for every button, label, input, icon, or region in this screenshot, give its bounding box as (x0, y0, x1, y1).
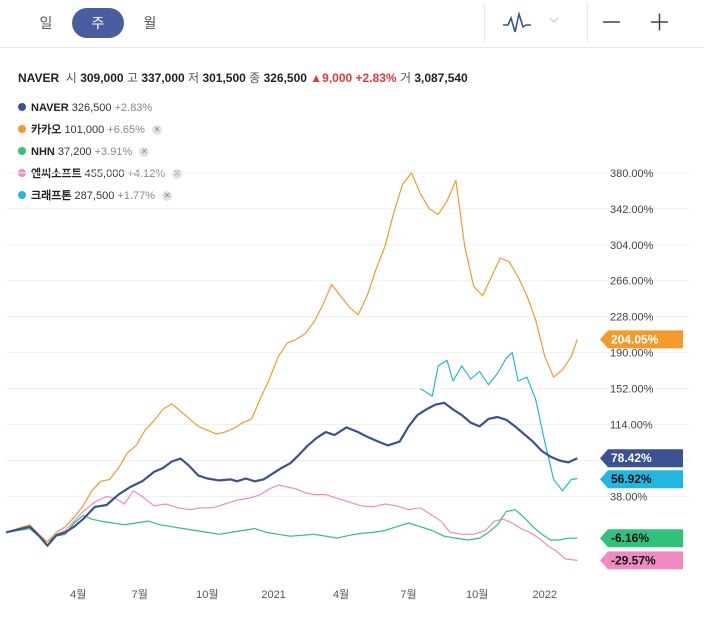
legend-dot (18, 169, 26, 177)
last-value-tag-bg (600, 330, 683, 349)
remove-series-icon[interactable]: ✕ (162, 191, 173, 201)
last-value-label: 204.05% (611, 332, 659, 346)
last-value-tag-bg (600, 551, 683, 570)
legend-item-nhn: NHN 37,200 +3.91% ✕ (18, 144, 150, 160)
last-value-tag-bg (600, 449, 683, 468)
series-line (5, 401, 578, 547)
summary-high: 337,000 (141, 71, 185, 85)
last-value-label: -29.57% (611, 553, 656, 567)
legend-dot (18, 103, 26, 111)
tab-day[interactable]: 일 (39, 15, 53, 31)
last-value-label: -6.16% (611, 531, 649, 545)
summary-open: 309,000 (80, 71, 124, 85)
y-tick-label: 342.00% (610, 204, 654, 216)
x-tick-label: 10월 (196, 588, 218, 601)
y-tick-label: 304.00% (610, 240, 654, 252)
legend-item-kakao: 카카오 101,000 +6.65% ✕ (18, 122, 162, 138)
legend-change: +3.91% (94, 146, 133, 158)
summary-low-label: 저 (188, 71, 200, 85)
x-tick-label: 10월 (466, 588, 488, 601)
legend-price: 101,000 (64, 124, 105, 136)
last-value-label: 56.92% (611, 472, 652, 486)
series-line (5, 484, 578, 561)
summary-change-pct: +2.83% (355, 71, 397, 85)
summary-volume: 3,087,540 (414, 71, 468, 85)
series-line (5, 172, 578, 543)
remove-series-icon[interactable]: ✕ (151, 125, 162, 135)
chart-type-selector[interactable] (484, 4, 588, 42)
summary-high-label: 고 (126, 71, 138, 85)
y-tick-label: 266.00% (610, 276, 654, 288)
legend-name: 엔씨소프트 (31, 168, 82, 180)
remove-series-icon[interactable]: ✕ (172, 169, 183, 179)
legend-dot (18, 191, 26, 199)
summary-close-label: 종 (249, 71, 261, 85)
x-tick-label: 7월 (400, 588, 416, 601)
price-summary: NAVER 시 309,000 고 337,000 저 301,500 종 32… (18, 69, 468, 86)
legend-dot (18, 125, 26, 133)
legend-dot (18, 147, 26, 155)
series-line (5, 509, 578, 543)
last-value-label: 78.42% (611, 451, 652, 465)
legend-change: +1.77% (117, 190, 155, 202)
last-value-tag-bg (600, 470, 683, 489)
period-tabs: 일 주 월 (20, 8, 168, 38)
last-value-tag: -6.16% (600, 529, 683, 548)
y-tick-label: 152.00% (610, 384, 654, 396)
y-tick-label: 190.00% (610, 348, 654, 360)
series-line (420, 352, 578, 492)
legend-price: 287,500 (74, 190, 115, 202)
summary-low: 301,500 (202, 71, 246, 85)
legend-change: +2.83% (114, 102, 153, 114)
legend-item-krafton: 크래프톤 287,500 +1.77% ✕ (18, 188, 173, 204)
y-tick-label: 380.00% (610, 168, 654, 180)
last-value-tag-bg (600, 529, 683, 548)
legend-name: 크래프톤 (31, 190, 72, 202)
legend-name: NAVER (31, 102, 69, 114)
y-tick-label: 228.00% (610, 312, 654, 324)
y-tick-label: 38.00% (610, 491, 648, 503)
x-tick-label: 7월 (132, 588, 148, 601)
y-tick-label: 114.00% (610, 420, 653, 432)
last-value-tag: 78.42% (600, 449, 683, 468)
legend-price: 326,500 (71, 102, 112, 114)
header-divider (0, 47, 704, 48)
tab-month[interactable]: 월 (143, 15, 157, 31)
legend-change: +6.65% (107, 124, 145, 136)
x-tick-label: 4월 (70, 588, 86, 601)
remove-series-icon[interactable]: ✕ (139, 147, 150, 157)
plus-icon[interactable] (651, 13, 668, 31)
legend-item-naver: NAVER 326,500 +2.83% (18, 100, 152, 116)
x-tick-label: 2022 (532, 589, 556, 601)
last-value-tag: 204.05% (600, 330, 683, 349)
y-tick-label: 76.00% (610, 456, 648, 468)
summary-name: NAVER (18, 71, 60, 85)
x-tick-label: 4월 (333, 588, 349, 601)
legend-item-ncsoft: 엔씨소프트 455,000 +4.12% ✕ (18, 166, 183, 182)
legend-price: 37,200 (57, 146, 92, 158)
x-tick-label: 2021 (261, 589, 285, 601)
tab-week[interactable]: 주 (72, 8, 124, 38)
legend-price: 455,000 (84, 168, 125, 180)
legend-change: +4.12% (127, 168, 166, 180)
summary-change: ▲9,000 (310, 71, 353, 85)
summary-open-label: 시 (65, 71, 77, 85)
last-value-tag: 56.92% (600, 470, 683, 489)
last-value-tag: -29.57% (600, 551, 683, 570)
summary-close: 326,500 (263, 71, 307, 85)
legend-name: 카카오 (31, 124, 62, 136)
summary-volume-label: 거 (399, 71, 411, 85)
legend-name: NHN (31, 146, 55, 158)
